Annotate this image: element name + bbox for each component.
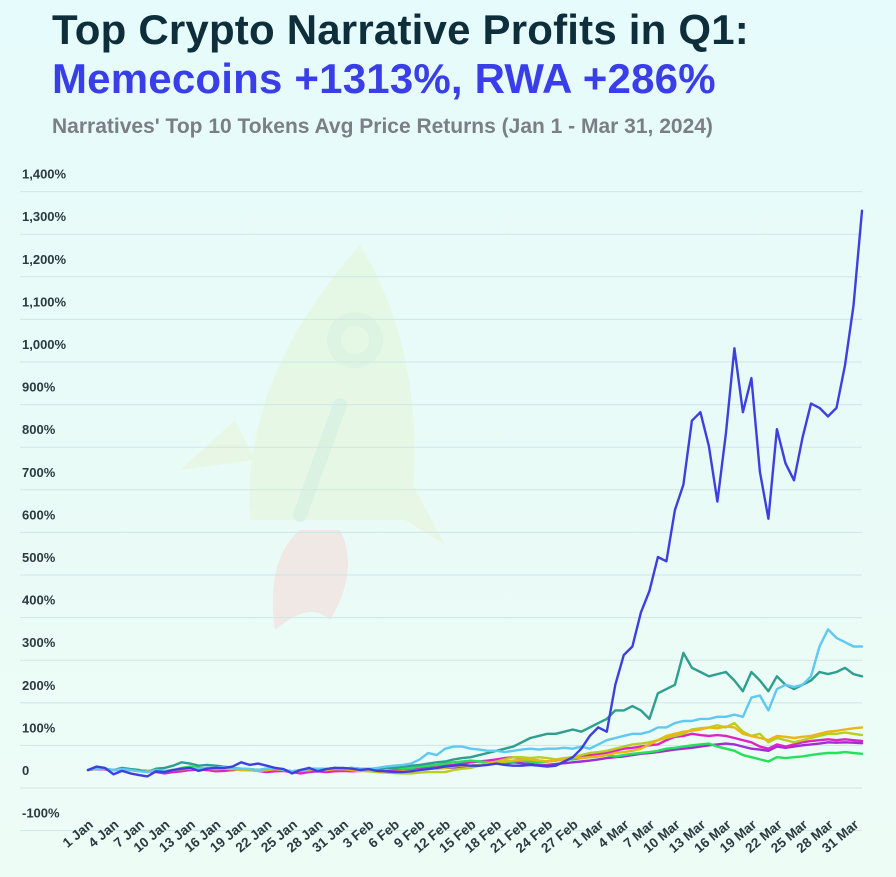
y-tick-label: 800% [22,422,56,437]
y-tick-label: 1,300% [22,209,67,224]
y-tick-label: 0 [22,763,29,778]
y-tick-label: 1,200% [22,252,67,267]
y-tick-label: 500% [22,550,56,565]
series-line-0 [86,209,864,778]
y-tick-label: 300% [22,635,56,650]
chart-title: Top Crypto Narrative Profits in Q1: [52,6,749,53]
y-tick-label: 1,000% [22,337,67,352]
y-tick-label: 900% [22,380,56,395]
rocket-icon [180,245,445,630]
series-lines [86,209,864,778]
series-line-2 [86,651,864,774]
y-tick-label: -100% [22,806,60,821]
chart-headline-highlight: Memecoins +1313%, RWA +286% [52,55,716,102]
y-tick-label: 200% [22,678,56,693]
y-tick-label: 1,400% [22,167,67,182]
y-tick-label: 600% [22,507,56,522]
y-axis: -100% 0 100% 200% 300% 400% 500% 600% 700% 800% 90… [22,167,67,821]
series-line-1 [86,628,864,774]
grid-lines [20,191,862,832]
y-tick-label: 1,100% [22,294,67,309]
y-tick-label: 100% [22,720,56,735]
chart-subtitle: Narratives' Top 10 Tokens Avg Price Retu… [52,115,713,138]
y-tick-label: 700% [22,465,56,480]
y-tick-label: 400% [22,593,56,608]
